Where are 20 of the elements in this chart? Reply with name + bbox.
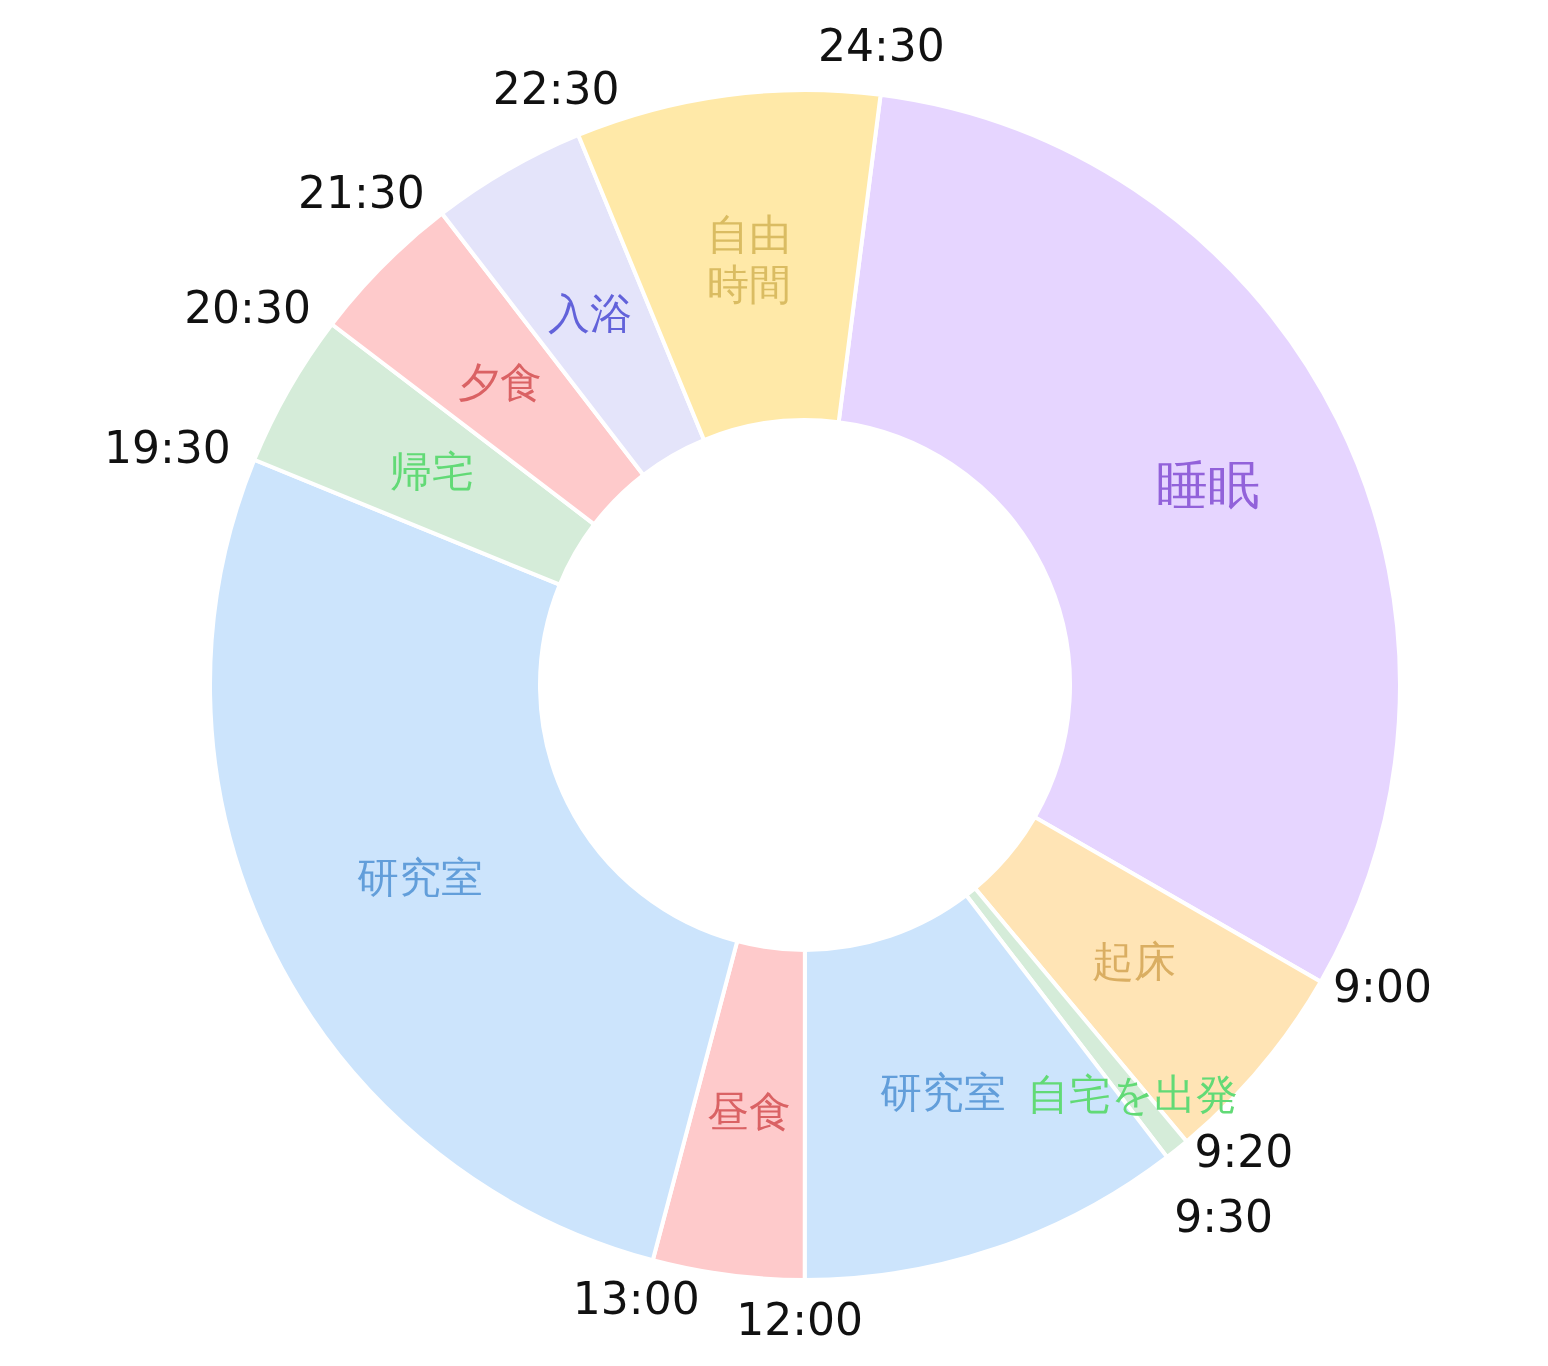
text: 24:30 <box>817 19 945 71</box>
slice-label: 自宅を出発 <box>1026 1069 1238 1119</box>
text: 19:30 <box>103 421 231 473</box>
slice-label: 入浴 <box>548 288 633 338</box>
text: 9:00 <box>1333 961 1432 1013</box>
text: 20:30 <box>184 281 311 333</box>
text: 21:30 <box>298 167 425 219</box>
slice-label: 自由時間 <box>706 209 791 309</box>
slice-label: 昼食 <box>707 1086 792 1136</box>
text: 9:20 <box>1194 1126 1294 1178</box>
slice-label: 起床 <box>1092 936 1177 986</box>
text: 22:30 <box>492 62 620 114</box>
slice-label: 研究室 <box>880 1067 1007 1117</box>
slice-label: 睡眠 <box>1156 454 1261 515</box>
text: 9:30 <box>1174 1190 1274 1242</box>
slice-label: 夕食 <box>458 357 543 407</box>
text: 13:00 <box>572 1273 700 1325</box>
slice-label: 研究室 <box>357 852 484 902</box>
text: 12:00 <box>736 1294 864 1346</box>
slice-label: 帰宅 <box>389 446 474 496</box>
